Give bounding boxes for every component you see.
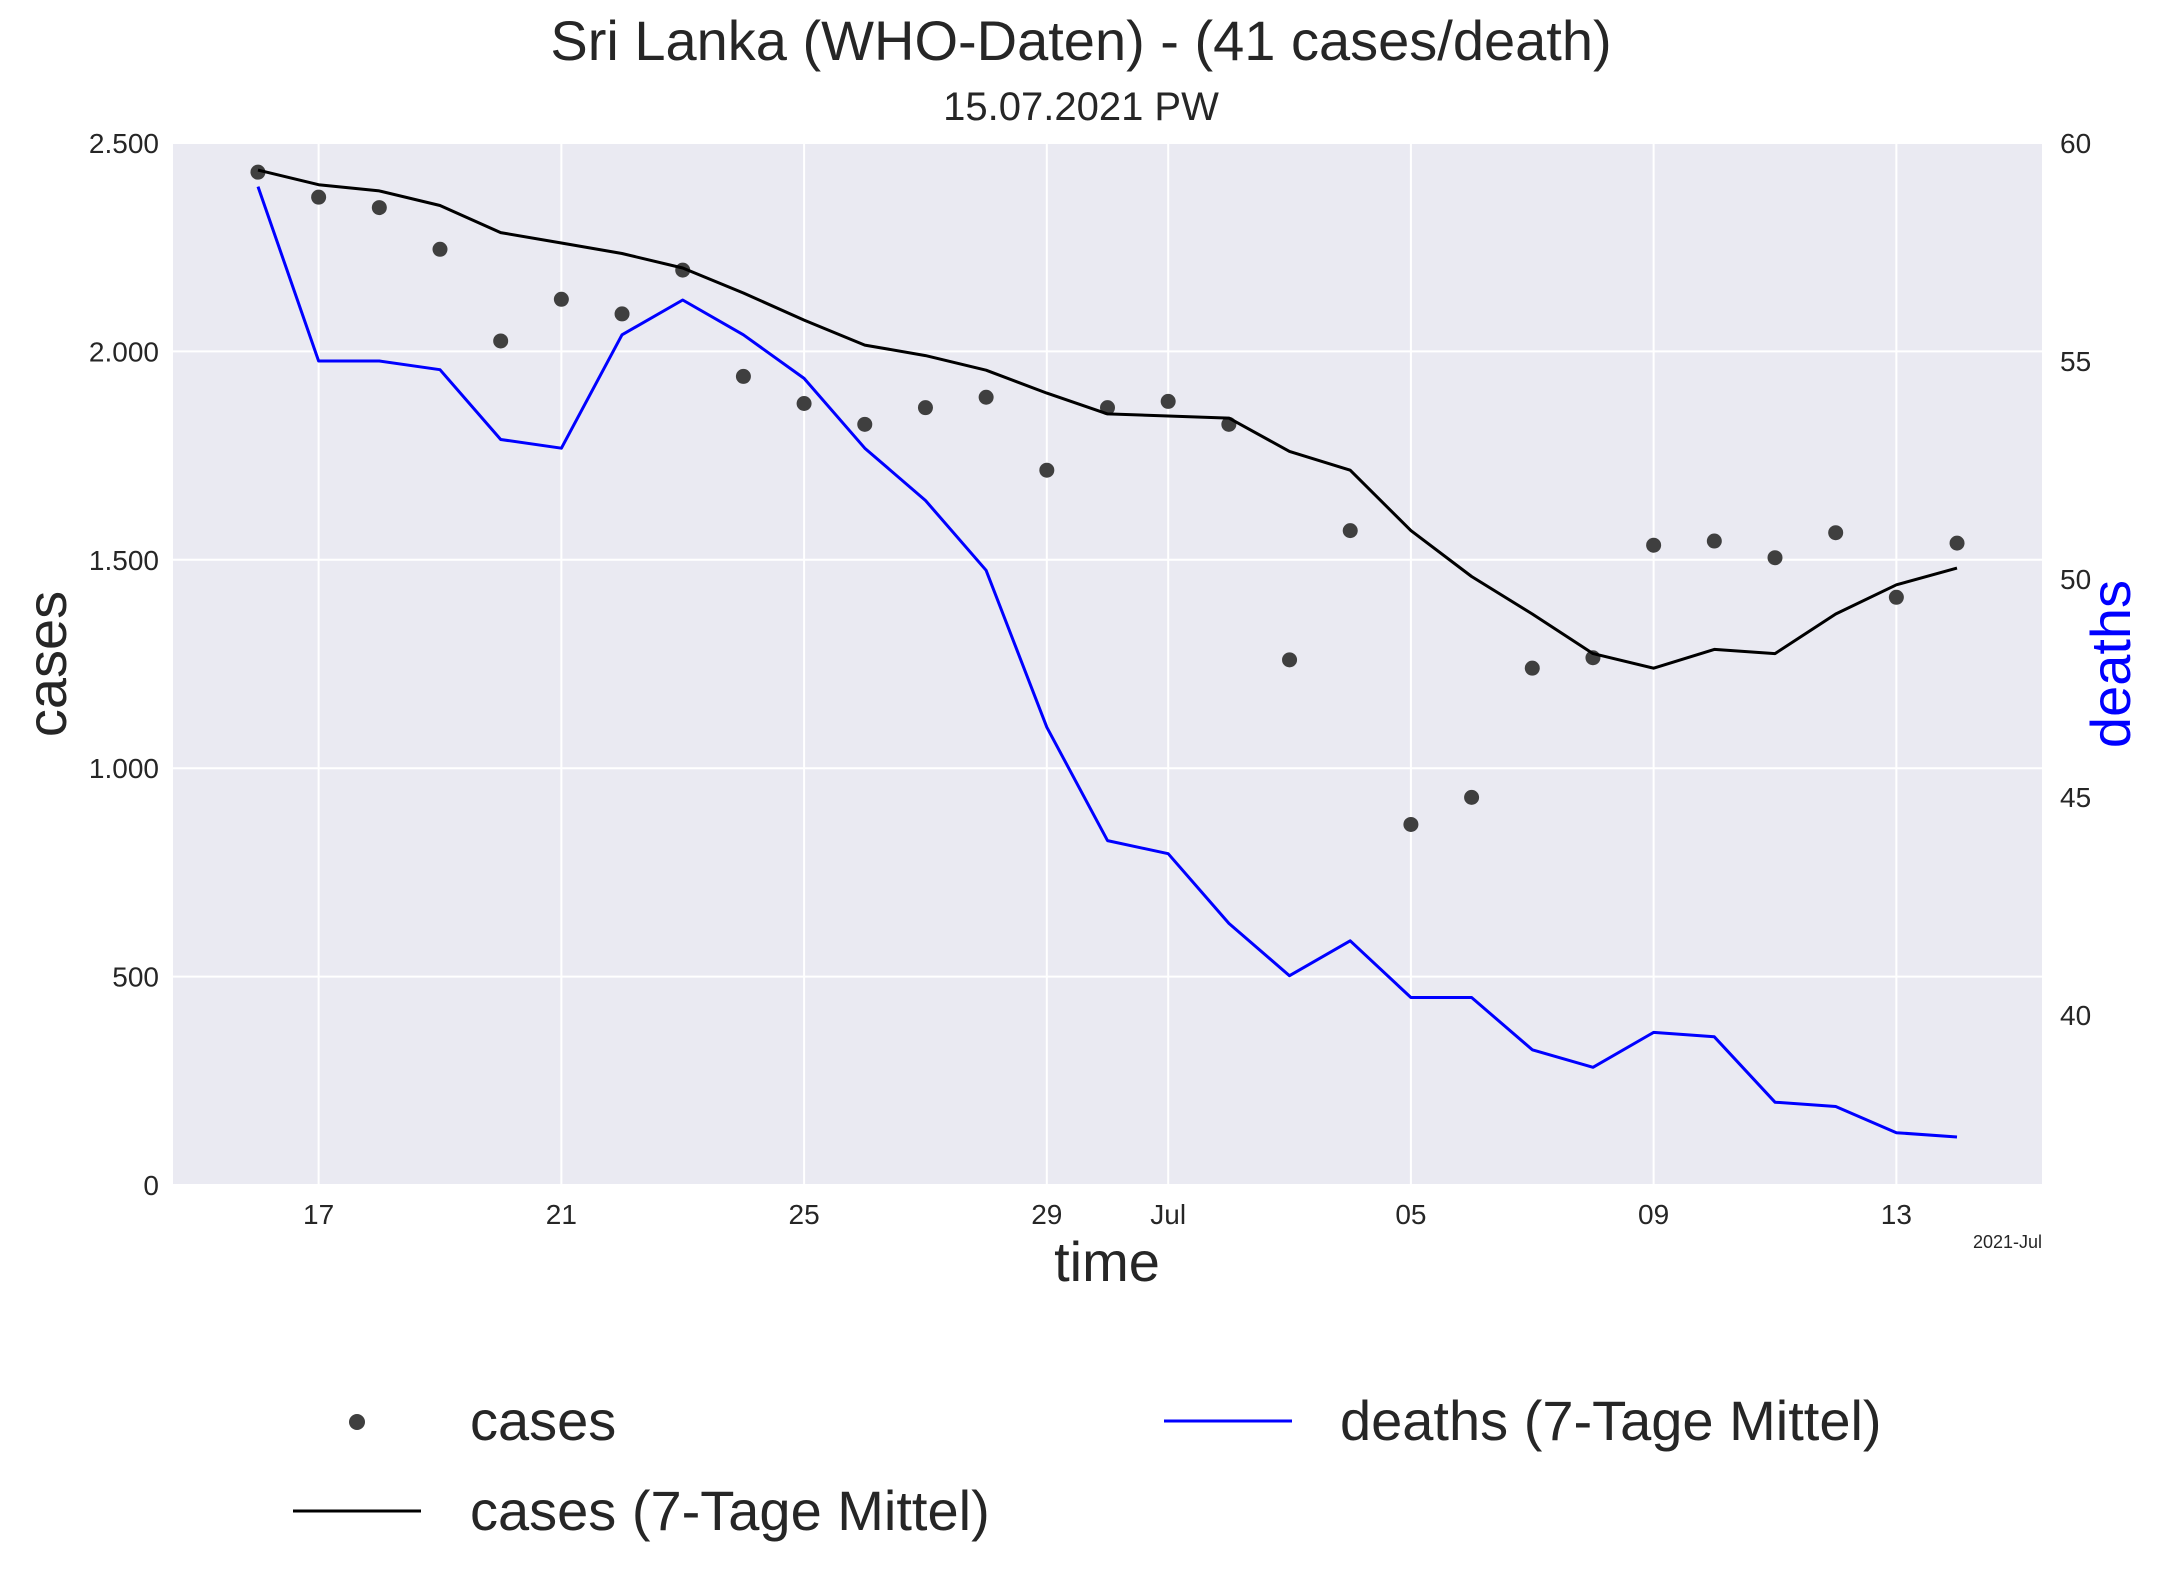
y2-tick-label: 50 [2060,564,2091,595]
x-tick-label: 09 [1638,1199,1669,1230]
cases-point [1039,462,1055,478]
cases-point [614,306,630,322]
cases-point [1282,652,1298,668]
cases-point [857,416,873,432]
y-axis-label: cases [15,591,78,737]
cases-point [1888,589,1904,605]
cases-point [432,241,448,257]
legend-item-deaths-mean: deaths (7-Tage Mittel) [1164,1389,1882,1452]
cases-point [735,368,751,384]
deaths-mean-line [256,186,1958,1139]
cases-point [1767,550,1783,566]
gridlines [173,142,2042,1186]
cases-point [1342,523,1358,539]
cases-point [1524,660,1540,676]
y2-tick-label: 60 [2060,128,2091,159]
cases-point [1160,393,1176,409]
cases-point [978,389,994,405]
legend-item-cases-mean: cases (7-Tage Mittel) [293,1479,990,1542]
cases-point [1464,789,1480,805]
legend: cases cases (7-Tage Mittel) deaths (7-Ta… [293,1389,1882,1542]
cases-point [917,400,933,416]
cases-point [1706,533,1722,549]
chart-subtitle: 15.07.2021 PW [943,85,1219,129]
y-tick-label: 2.000 [89,336,159,367]
series-layer [250,164,1965,1139]
y2-axis-label: deaths [2079,580,2142,748]
x-tick-label: 05 [1395,1199,1426,1230]
cases-point [1828,525,1844,541]
cases-point [493,333,509,349]
cases-point [1949,535,1965,551]
legend-label-cases-mean: cases (7-Tage Mittel) [470,1479,990,1542]
y2-tick-label: 45 [2060,782,2091,813]
y-tick-label: 1.500 [89,545,159,576]
x-tick-label: 21 [546,1199,577,1230]
cases-point [371,200,387,216]
cases-mean-line [257,168,1958,670]
x-axis-offset-label: 2021-Jul [1973,1232,2042,1252]
y-tick-label: 1.000 [89,753,159,784]
x-axis-label: time [1054,1230,1160,1293]
cases-point [1403,816,1419,832]
chart-title: Sri Lanka (WHO-Daten) - (41 cases/death) [550,9,1611,72]
plot-area [173,143,2042,1185]
cases-point [250,164,266,180]
cases-point [553,291,569,307]
legend-label-cases: cases [470,1389,616,1452]
y2-tick-label: 40 [2060,1000,2091,1031]
y2-tick-label: 55 [2060,346,2091,377]
x-tick-label: Jul [1150,1199,1186,1230]
y-tick-label: 500 [112,962,159,993]
cases-point [796,396,812,411]
ticks-layer: 0 500 1.000 1.500 2.000 2.500 17 21 25 29 Jul 05 09 1… [89,128,2091,1230]
x-tick-label: 13 [1881,1199,1912,1230]
x-tick-label: 17 [303,1199,334,1230]
cases-point [1646,537,1662,553]
legend-label-deaths-mean: deaths (7-Tage Mittel) [1340,1389,1882,1452]
legend-item-cases: cases [349,1389,616,1452]
cases-point [311,189,327,205]
legend-marker-cases [349,1414,365,1430]
y-tick-label: 0 [143,1170,159,1201]
y-tick-label: 2.500 [89,128,159,159]
x-tick-label: 25 [789,1199,820,1230]
x-tick-label: 29 [1031,1199,1062,1230]
